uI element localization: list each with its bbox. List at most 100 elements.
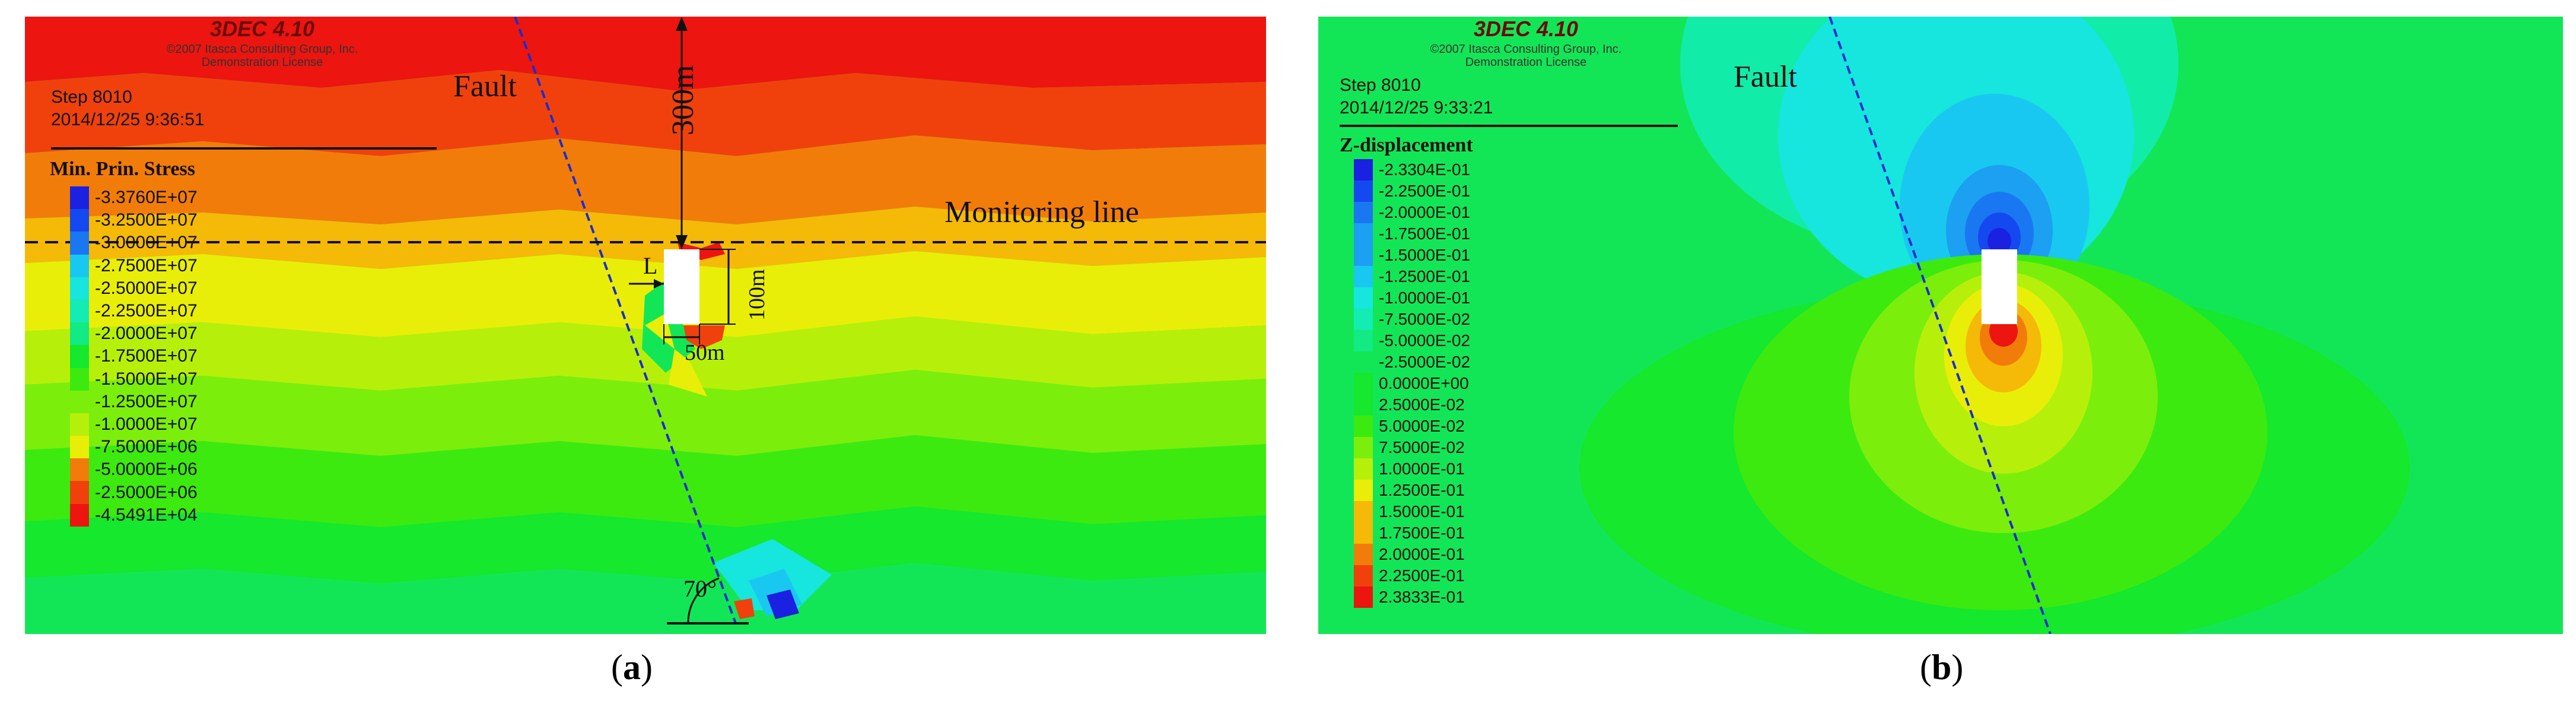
stress-concentration [683, 325, 725, 349]
legend-swatch [1354, 330, 1373, 351]
legend-title: Min. Prin. Stress [50, 158, 195, 180]
legend-label: -2.0000E-01 [1379, 203, 1471, 221]
legend-entry: -2.2500E+07 [70, 299, 198, 323]
legend-entry: 2.2500E-01 [1354, 565, 1470, 587]
caption-b-letter: b [1931, 648, 1952, 687]
legend-swatch [70, 481, 89, 504]
legend-swatch [70, 367, 89, 391]
angle-label: 70° [683, 575, 717, 602]
legend-swatch [1354, 351, 1373, 373]
step-label: Step 8010 [51, 87, 132, 107]
caption-a-letter: a [622, 648, 641, 687]
legend-entry: -7.5000E+06 [70, 436, 198, 459]
legend-entry: 1.0000E-01 [1354, 458, 1470, 480]
excavation-cavity [664, 249, 699, 324]
legend-label: 2.3833E-01 [1379, 588, 1465, 606]
legend-swatch [70, 232, 89, 255]
fault-label: Fault [453, 69, 517, 103]
legend-label: -1.7500E-01 [1379, 224, 1471, 243]
depth-arrow-head-bottom [676, 235, 688, 249]
legend-swatch [1354, 223, 1373, 245]
legend-entry: 0.0000E+00 [1354, 373, 1470, 394]
license-line: Demonstration License [1465, 56, 1587, 69]
legend-entry: -3.0000E+07 [70, 232, 198, 255]
legend-label: -4.5491E+04 [95, 505, 198, 525]
legend-label: -7.5000E+06 [95, 437, 198, 457]
software-title: 3DEC 4.10 [1473, 17, 1579, 41]
legend-label: -1.7500E+07 [95, 346, 198, 366]
legend-entry: -3.2500E+07 [70, 209, 198, 232]
stress-band [25, 17, 1266, 91]
legend-swatch [1354, 394, 1373, 416]
legend-swatch [1354, 544, 1373, 565]
fault-toe-concentration [734, 598, 755, 619]
legend-label: -3.2500E+07 [95, 210, 198, 230]
depth-arrow-head-top [676, 17, 688, 31]
offset-arrow-head [654, 279, 664, 289]
step-label: Step 8010 [1340, 75, 1421, 95]
legend-label: 5.0000E-02 [1379, 417, 1465, 435]
legend-label: -2.2500E-01 [1379, 182, 1471, 200]
legend-swatch [1354, 159, 1373, 180]
legend-entry: -1.2500E-01 [1354, 266, 1470, 287]
legend-entry: -3.3760E+07 [70, 186, 198, 210]
legend-label: -2.5000E+07 [95, 278, 198, 298]
legend-entry: -2.5000E-02 [1354, 351, 1470, 373]
legend-entry: 5.0000E-02 [1354, 416, 1470, 437]
legend-label: -2.3304E-01 [1379, 160, 1471, 179]
legend-swatch [70, 186, 89, 210]
legend-swatch [70, 413, 89, 436]
legend-entry: -2.5000E+06 [70, 481, 198, 504]
legend-entry: 7.5000E-02 [1354, 437, 1470, 458]
legend-entry: -1.0000E-01 [1354, 287, 1470, 309]
legend-entry: -4.5491E+04 [70, 503, 198, 527]
legend-swatch [70, 436, 89, 459]
legend-swatch [1354, 180, 1373, 202]
legend-swatch [70, 254, 89, 277]
legend-entry: -1.2500E+07 [70, 390, 198, 413]
legend-swatch [1354, 202, 1373, 223]
legend-entry: -2.2500E-01 [1354, 180, 1470, 202]
legend-entry: 2.0000E-01 [1354, 544, 1470, 565]
stress-band [25, 207, 1266, 269]
timestamp-label: 2014/12/25 9:36:51 [51, 110, 205, 129]
legend-swatch [70, 299, 89, 323]
legend-label: 0.0000E+00 [1379, 374, 1469, 392]
legend-label: 7.5000E-02 [1379, 438, 1465, 457]
legend-swatch [70, 345, 89, 368]
color-legend: -2.3304E-01 -2.2500E-01 -2.0000E-01 -1.7500… [1354, 159, 1470, 608]
stress-band [25, 135, 1266, 224]
legend-label: -5.0000E+06 [95, 459, 198, 480]
legend-label: -2.0000E+07 [95, 324, 198, 344]
legend-label: 1.0000E-01 [1379, 459, 1465, 478]
stress-contour-panel: 3DEC 4.10 ©2007 Itasca Consulting Group,… [25, 17, 1266, 634]
legend-label: -3.0000E+07 [95, 233, 198, 253]
stress-band [25, 316, 1266, 391]
legend-title: Z-displacement [1340, 134, 1473, 156]
software-title: 3DEC 4.10 [209, 17, 315, 41]
legend-entry: -5.0000E-02 [1354, 330, 1470, 351]
legend-entry: 1.7500E-01 [1354, 522, 1470, 544]
legend-label: -1.2500E-01 [1379, 267, 1471, 286]
legend-label: 2.0000E-01 [1379, 545, 1465, 563]
legend-swatch [1354, 501, 1373, 522]
stress-band [25, 563, 1266, 634]
legend-label: -1.2500E+07 [95, 391, 198, 411]
legend-swatch [1354, 416, 1373, 437]
legend-label: -1.5000E+07 [95, 369, 198, 389]
legend-swatch [70, 209, 89, 232]
width-label: 50m [685, 340, 725, 365]
legend-label: -1.0000E+07 [95, 414, 198, 434]
copyright-line: ©2007 Itasca Consulting Group, Inc. [1430, 43, 1622, 56]
fault-toe-concentration [767, 589, 799, 619]
caption-a: (a) [611, 648, 653, 687]
legend-label: 1.7500E-01 [1379, 524, 1465, 542]
legend-label: 1.2500E-01 [1379, 481, 1465, 499]
legend-swatch [70, 503, 89, 527]
legend-swatch [1354, 522, 1373, 544]
legend-swatch [1354, 565, 1373, 587]
legend-label: 2.2500E-01 [1379, 566, 1465, 585]
displacement-contour [1987, 228, 2011, 254]
legend-entry: -1.7500E+07 [70, 345, 198, 368]
legend-label: -2.5000E-02 [1379, 353, 1471, 371]
